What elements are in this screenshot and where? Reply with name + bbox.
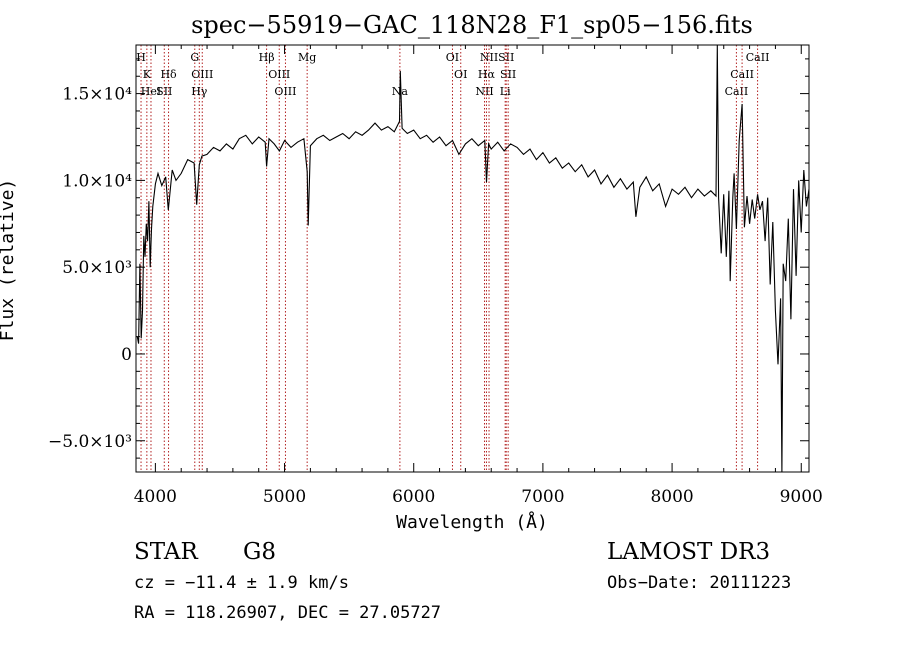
marker-label-0: H bbox=[136, 51, 146, 64]
marker-label-4: Hδ bbox=[160, 68, 177, 81]
marker-label-20: Li bbox=[500, 85, 511, 98]
marker-label-2: HeI bbox=[141, 85, 161, 98]
object-class: STAR bbox=[134, 539, 198, 565]
y-tick-label-0: −5.0×10³ bbox=[48, 432, 132, 452]
marker-label-18: SII bbox=[498, 51, 514, 64]
redshift-velocity: cz = −11.4 ± 1.9 km/s bbox=[134, 573, 349, 593]
marker-label-9: OIII bbox=[268, 68, 290, 81]
x-axis-label: Wavelength (Å) bbox=[396, 511, 548, 533]
y-tick-label-3: 1.0×10⁴ bbox=[62, 171, 132, 191]
y-axis-label: Flux (relative) bbox=[0, 179, 18, 342]
spectrum-line bbox=[136, 44, 810, 473]
marker-label-19: SII bbox=[500, 68, 516, 81]
x-tick-label-5: 9000 bbox=[780, 487, 823, 507]
y-axis: −5.0×10³ 0 5.0×10³ 1.0×10⁴ 1.5×10⁴ bbox=[48, 58, 809, 459]
observation-date: Obs−Date: 20111223 bbox=[607, 573, 792, 593]
y-tick-label-1: 0 bbox=[121, 345, 132, 365]
line-markers: HKHeISIIHδGOIIIHγHβOIIIOIIIMgNaOIOINIINI… bbox=[136, 45, 769, 472]
spectrum-series bbox=[136, 44, 810, 473]
marker-label-10: OIII bbox=[274, 85, 296, 98]
marker-label-23: CaII bbox=[746, 51, 770, 64]
marker-label-15: NII bbox=[475, 85, 493, 98]
x-tick-label-3: 7000 bbox=[521, 487, 564, 507]
chart-title: spec−55919−GAC_118N28_F1_sp05−156.fits bbox=[191, 11, 753, 39]
marker-label-16: NII bbox=[480, 51, 498, 64]
spectral-subclass: G8 bbox=[243, 539, 277, 565]
marker-label-21: CaII bbox=[725, 85, 749, 98]
marker-label-1: K bbox=[143, 68, 152, 81]
marker-label-22: CaII bbox=[730, 68, 754, 81]
marker-label-14: OI bbox=[454, 68, 467, 81]
marker-label-5: G bbox=[190, 51, 199, 64]
x-tick-label-1: 5000 bbox=[263, 487, 306, 507]
x-tick-label-2: 6000 bbox=[392, 487, 435, 507]
y-tick-label-4: 1.5×10⁴ bbox=[62, 85, 132, 105]
plot-frame bbox=[135, 44, 810, 473]
x-axis: 4000 5000 6000 7000 8000 9000 bbox=[134, 45, 823, 507]
survey-name: LAMOST DR3 bbox=[607, 539, 771, 565]
marker-label-6: OIII bbox=[191, 68, 213, 81]
marker-label-8: Hβ bbox=[259, 51, 275, 64]
marker-label-3: SII bbox=[156, 85, 172, 98]
x-tick-label-4: 8000 bbox=[650, 487, 693, 507]
y-tick-label-2: 5.0×10³ bbox=[62, 258, 132, 278]
marker-label-17: Hα bbox=[478, 68, 496, 81]
marker-label-13: OI bbox=[446, 51, 459, 64]
coordinates: RA = 118.26907, DEC = 27.05727 bbox=[134, 603, 442, 623]
x-tick-label-0: 4000 bbox=[134, 487, 177, 507]
marker-label-11: Mg bbox=[298, 51, 316, 64]
marker-label-7: Hγ bbox=[191, 85, 208, 98]
